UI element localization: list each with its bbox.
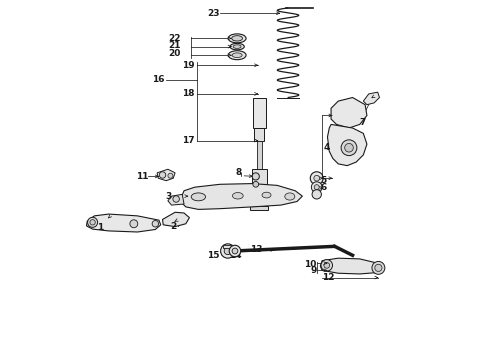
Circle shape <box>253 181 259 187</box>
Polygon shape <box>327 125 367 166</box>
Bar <box>257 140 262 169</box>
Text: 19: 19 <box>182 61 195 70</box>
Circle shape <box>324 262 330 268</box>
Ellipse shape <box>232 36 243 41</box>
Ellipse shape <box>90 220 95 225</box>
Circle shape <box>375 264 382 271</box>
Circle shape <box>344 143 353 152</box>
Polygon shape <box>157 169 175 181</box>
Polygon shape <box>168 194 184 205</box>
Text: 9: 9 <box>310 266 317 275</box>
Text: 18: 18 <box>182 89 195 98</box>
Ellipse shape <box>233 45 241 48</box>
Polygon shape <box>331 98 367 128</box>
Circle shape <box>252 173 259 180</box>
Ellipse shape <box>262 192 271 198</box>
Circle shape <box>220 244 235 258</box>
Text: 3: 3 <box>165 192 172 201</box>
Circle shape <box>314 185 319 190</box>
Ellipse shape <box>228 51 246 60</box>
Text: 22: 22 <box>168 34 180 43</box>
Circle shape <box>168 173 173 178</box>
Text: 14: 14 <box>229 251 242 260</box>
Polygon shape <box>87 214 161 232</box>
Ellipse shape <box>230 43 245 50</box>
Text: 15: 15 <box>207 251 220 260</box>
Circle shape <box>314 175 319 181</box>
Text: 23: 23 <box>207 9 220 18</box>
Text: 4: 4 <box>324 143 330 152</box>
Circle shape <box>312 190 321 199</box>
Circle shape <box>311 182 322 193</box>
Polygon shape <box>364 92 379 105</box>
Ellipse shape <box>232 193 243 199</box>
Circle shape <box>321 260 333 271</box>
Text: 6: 6 <box>320 183 326 192</box>
Ellipse shape <box>152 221 159 227</box>
Text: 8: 8 <box>235 168 242 177</box>
Circle shape <box>224 247 231 255</box>
Ellipse shape <box>173 196 179 202</box>
Text: 17: 17 <box>182 136 195 145</box>
Bar <box>252 169 267 207</box>
Text: 10: 10 <box>304 260 317 269</box>
Circle shape <box>372 261 385 274</box>
Bar <box>254 128 265 140</box>
Polygon shape <box>180 184 302 210</box>
Polygon shape <box>163 212 190 226</box>
Circle shape <box>341 140 357 156</box>
Ellipse shape <box>191 193 205 201</box>
Bar <box>253 98 266 128</box>
Circle shape <box>229 245 241 257</box>
Text: 7: 7 <box>360 118 366 127</box>
Ellipse shape <box>228 34 246 43</box>
Ellipse shape <box>285 193 295 200</box>
Text: 11: 11 <box>136 172 148 181</box>
Text: 16: 16 <box>152 75 164 84</box>
Circle shape <box>232 248 238 254</box>
Ellipse shape <box>232 53 242 58</box>
Text: 2: 2 <box>171 222 177 231</box>
Text: 1: 1 <box>97 223 103 232</box>
Bar <box>250 206 269 211</box>
Circle shape <box>159 172 166 178</box>
Ellipse shape <box>130 220 138 228</box>
Text: 12: 12 <box>322 273 335 282</box>
Text: 20: 20 <box>168 49 180 58</box>
Circle shape <box>310 172 323 185</box>
Polygon shape <box>320 258 381 274</box>
Text: 21: 21 <box>168 41 180 50</box>
Ellipse shape <box>88 217 98 227</box>
Text: 13: 13 <box>250 246 263 255</box>
Polygon shape <box>223 245 232 248</box>
Text: 5: 5 <box>320 176 326 185</box>
